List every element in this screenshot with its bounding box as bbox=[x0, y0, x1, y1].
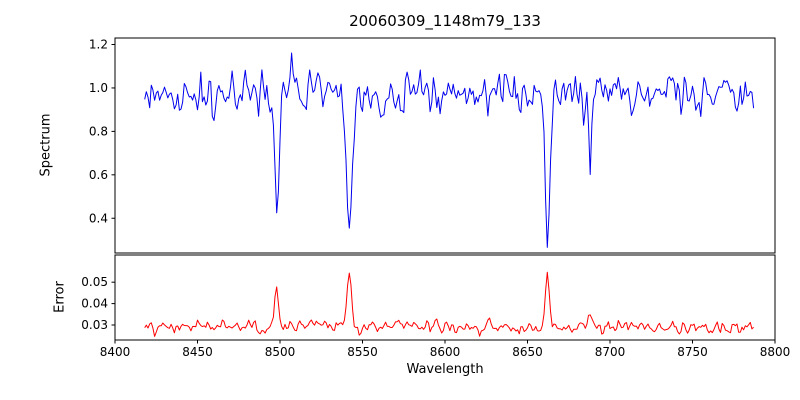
xtick-label: 8700 bbox=[595, 345, 626, 359]
spectrum-ytick-label: 0.4 bbox=[89, 211, 108, 225]
spectrum-ytick-label: 1.0 bbox=[89, 81, 108, 95]
xtick-label: 8800 bbox=[760, 345, 791, 359]
xtick-label: 8750 bbox=[677, 345, 708, 359]
error-ytick-label: 0.03 bbox=[81, 318, 108, 332]
spectrum-ytick-label: 0.8 bbox=[89, 124, 108, 138]
xtick-label: 8400 bbox=[100, 345, 131, 359]
spectrum-line bbox=[144, 52, 755, 248]
xtick-label: 8600 bbox=[430, 345, 461, 359]
spectrum-ytick-label: 1.2 bbox=[89, 38, 108, 52]
spectrum-ytick-label: 0.6 bbox=[89, 168, 108, 182]
y-axis-label-error: Error bbox=[52, 281, 68, 313]
xtick-label: 8500 bbox=[265, 345, 296, 359]
error-line bbox=[144, 271, 754, 337]
error-ytick-label: 0.04 bbox=[81, 297, 108, 311]
chart-title: 20060309_1148m79_133 bbox=[349, 12, 541, 30]
error-ytick-label: 0.05 bbox=[81, 275, 108, 289]
xtick-label: 8650 bbox=[512, 345, 543, 359]
spectrum-axes-frame bbox=[114, 37, 776, 254]
y-axis-label-spectrum: Spectrum bbox=[38, 113, 54, 177]
xtick-label: 8450 bbox=[182, 345, 213, 359]
xtick-label: 8550 bbox=[347, 345, 378, 359]
x-axis-label: Wavelength bbox=[406, 362, 484, 377]
